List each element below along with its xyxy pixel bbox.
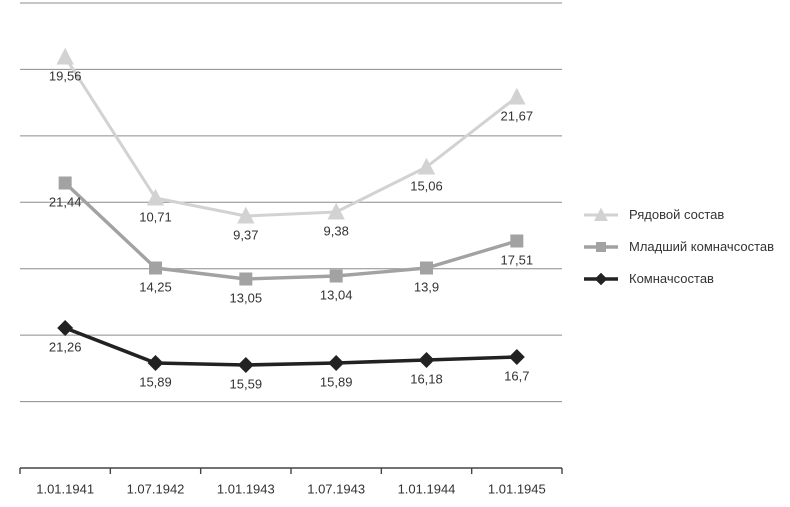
point-label: 15,06 xyxy=(410,179,443,194)
data-point-square-icon xyxy=(420,261,433,275)
legend-triangle-icon xyxy=(594,207,608,221)
point-label: 15,59 xyxy=(230,377,263,392)
legend-sample xyxy=(584,241,618,252)
point-label: 13,04 xyxy=(320,288,353,303)
legend-item-1: Рядовой состав xyxy=(584,204,774,225)
legend-sample xyxy=(584,272,618,285)
point-label: 15,89 xyxy=(139,375,172,390)
point-label: 16,7 xyxy=(504,369,529,384)
gridlines-group xyxy=(20,2,562,469)
data-point-diamond-icon xyxy=(237,357,254,373)
point-label: 9,38 xyxy=(324,224,349,239)
series-line-3 xyxy=(64,326,517,367)
data-point-square-icon xyxy=(149,261,162,275)
x-axis-label: 1.01.1945 xyxy=(488,482,546,497)
legend: Рядовой состав Младший комначсостав Комнач… xyxy=(584,204,774,300)
legend-label: Младший комначсостав xyxy=(629,239,775,254)
point-label: 15,89 xyxy=(320,375,353,390)
point-label: 13,9 xyxy=(414,280,439,295)
legend-label: Комначсостав xyxy=(629,271,714,286)
data-point-square-icon xyxy=(329,269,343,283)
x-axis-label: 1.07.1943 xyxy=(307,482,365,497)
point-label: 17,51 xyxy=(501,253,534,268)
point-label: 13,05 xyxy=(230,291,263,306)
point-label: 10,71 xyxy=(139,210,172,225)
x-axis-label: 1.01.1941 xyxy=(36,482,94,497)
point-label: 21,67 xyxy=(501,109,534,124)
legend-item-2: Младший комначсостав xyxy=(584,236,774,257)
x-axis-label: 1.01.1943 xyxy=(217,482,275,497)
data-point-square-icon xyxy=(239,272,253,286)
legend-square-icon xyxy=(596,241,606,252)
data-point-triangle-icon xyxy=(56,47,74,65)
data-point-diamond-icon xyxy=(508,349,525,365)
legend-diamond-icon xyxy=(594,272,608,285)
legend-label: Рядовой состав xyxy=(629,207,725,222)
point-label: 9,37 xyxy=(233,228,258,243)
data-point-diamond-icon xyxy=(418,352,435,368)
data-point-triangle-icon xyxy=(417,157,436,175)
data-point-square-icon xyxy=(58,176,72,190)
point-label: 21,44 xyxy=(49,195,82,210)
point-label: 19,56 xyxy=(49,69,82,84)
data-point-square-icon xyxy=(510,234,524,248)
data-point-triangle-icon xyxy=(327,202,345,220)
data-point-diamond-icon xyxy=(328,355,345,371)
x-axis-label: 1.07.1942 xyxy=(127,482,185,497)
data-point-triangle-icon xyxy=(146,188,165,206)
data-point-triangle-icon xyxy=(508,87,526,105)
point-label: 21,26 xyxy=(49,340,82,355)
series-line-1 xyxy=(63,56,518,218)
point-label: 16,18 xyxy=(410,372,443,387)
legend-sample xyxy=(584,207,618,221)
data-point-diamond-icon xyxy=(57,320,74,336)
data-point-triangle-icon xyxy=(237,206,255,224)
point-label: 14,25 xyxy=(139,280,172,295)
data-point-diamond-icon xyxy=(147,355,164,371)
legend-item-3: Комначсостав xyxy=(584,268,774,289)
x-axis-label: 1.01.1944 xyxy=(398,482,456,497)
series-line-2 xyxy=(64,181,518,281)
